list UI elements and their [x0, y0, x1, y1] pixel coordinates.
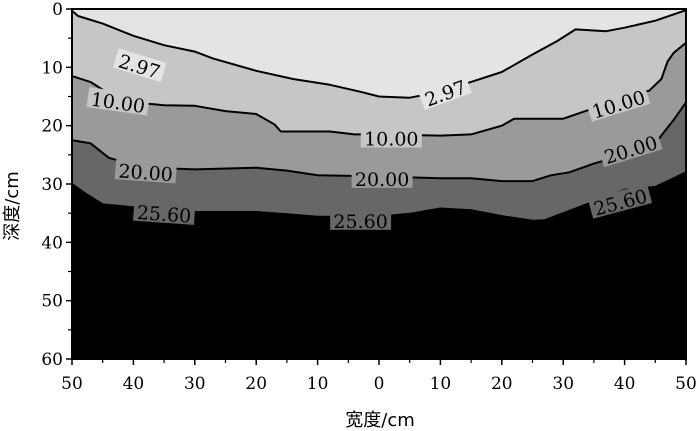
x-tick-label: 20 — [245, 374, 267, 394]
contour-label-bg — [598, 130, 663, 168]
x-axis-ticks: 50 40 30 20 10 0 10 20 30 40 50 — [61, 359, 697, 394]
contour-label-bg — [587, 183, 653, 219]
x-tick-label: 50 — [675, 374, 697, 394]
contour-label-10.00: 10.00 — [360, 127, 422, 151]
y-axis-label: 深度/cm — [2, 171, 23, 241]
y-axis-ticks: 0 10 20 30 40 50 60 — [41, 0, 72, 370]
y-tick-label: 60 — [41, 350, 63, 370]
x-tick-label: 30 — [184, 374, 206, 394]
x-tick-label: 30 — [552, 374, 574, 394]
contour-line-2.97 — [71, 9, 687, 99]
x-tick-label: 40 — [123, 374, 145, 394]
contour-label-text: 20.00 — [355, 169, 409, 191]
contour-label-20.00: 20.00 — [114, 159, 177, 186]
y-tick-label: 30 — [41, 175, 63, 195]
x-tick-label: 20 — [491, 374, 513, 394]
contour-label-bg — [114, 159, 177, 184]
contour-label-25.60: 25.60 — [133, 200, 196, 228]
x-tick-label: 50 — [61, 374, 83, 394]
contour-label-bg — [418, 74, 472, 111]
y-tick-label: 50 — [41, 292, 63, 312]
contour-label-text: 20.00 — [118, 160, 174, 186]
x-tick-label: 10 — [430, 374, 452, 394]
x-tick-label: 40 — [614, 374, 636, 394]
band-level-4 — [72, 172, 686, 359]
x-tick-label: 0 — [374, 374, 385, 394]
contour-label-bg — [351, 167, 413, 188]
y-tick-label: 20 — [41, 117, 63, 137]
contour-label-text: 10.00 — [364, 129, 418, 151]
contour-label-bg — [112, 48, 167, 83]
contour-label-bg — [133, 200, 196, 225]
contour-label-bg — [360, 127, 422, 148]
contour-label-text: 25.60 — [136, 202, 192, 228]
contour-label-text: 25.60 — [333, 211, 387, 233]
y-tick-label: 0 — [52, 0, 63, 20]
contour-label-20.00: 20.00 — [351, 167, 413, 191]
x-tick-label: 10 — [307, 374, 329, 394]
contour-label-25.60: 25.60 — [330, 209, 392, 233]
contour-label-bg — [86, 87, 150, 116]
y-tick-label: 10 — [41, 58, 63, 78]
contour-label-bg — [330, 209, 392, 230]
y-tick-label: 40 — [41, 233, 63, 253]
x-axis-label: 宽度/cm — [345, 410, 415, 431]
contour-label-bg — [586, 84, 651, 122]
